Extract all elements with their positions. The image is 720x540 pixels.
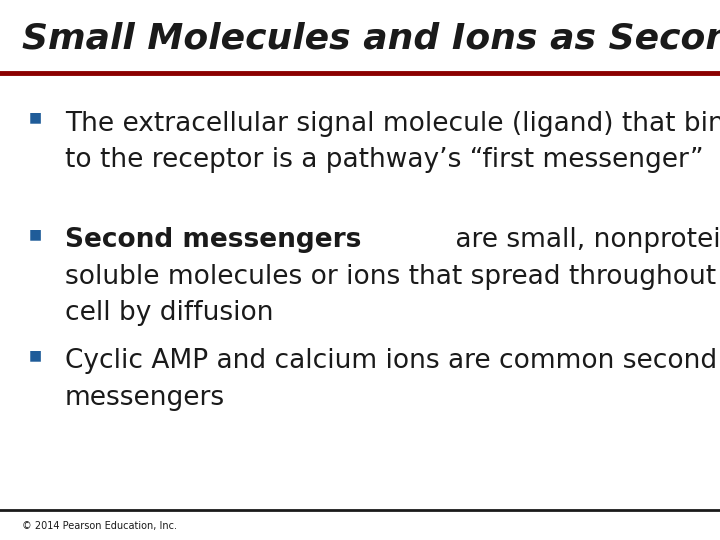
Text: ■: ■ (29, 348, 42, 362)
Text: Second messengers: Second messengers (65, 227, 361, 253)
Text: to the receptor is a pathway’s “first messenger”: to the receptor is a pathway’s “first me… (65, 147, 703, 173)
Text: are small, nonprotein, water-: are small, nonprotein, water- (447, 227, 720, 253)
Text: ■: ■ (29, 111, 42, 125)
Text: cell by diffusion: cell by diffusion (65, 300, 274, 326)
Text: The extracellular signal molecule (ligand) that binds: The extracellular signal molecule (ligan… (65, 111, 720, 137)
Text: Cyclic AMP and calcium ions are common second: Cyclic AMP and calcium ions are common s… (65, 348, 717, 374)
Text: soluble molecules or ions that spread throughout a: soluble molecules or ions that spread th… (65, 264, 720, 289)
Text: ■: ■ (29, 227, 42, 241)
Text: messengers: messengers (65, 385, 225, 411)
Text: © 2014 Pearson Education, Inc.: © 2014 Pearson Education, Inc. (22, 521, 176, 531)
Text: Small Molecules and Ions as Second Messengers: Small Molecules and Ions as Second Messe… (22, 22, 720, 56)
